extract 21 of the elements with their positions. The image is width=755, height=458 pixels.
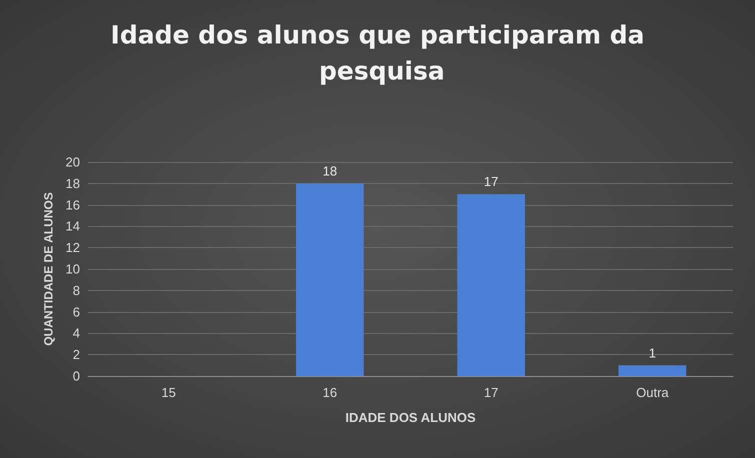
y-tick-label: 2	[72, 347, 80, 362]
data-label: 17	[484, 174, 498, 190]
y-axis-title: QUANTIDADE DE ALUNOS	[42, 192, 56, 346]
data-label: 1	[648, 345, 656, 360]
y-tick-label: 8	[72, 282, 80, 298]
y-tick-label: 18	[66, 176, 80, 191]
x-tick-label: Outra	[636, 385, 670, 400]
y-tick-label: 20	[66, 154, 80, 170]
x-tick-label: 17	[484, 385, 498, 400]
y-tick-label: 6	[72, 304, 80, 320]
y-tick-label: 10	[66, 262, 80, 276]
data-label: 18	[322, 163, 338, 178]
y-tick-label: 14	[66, 218, 80, 234]
x-axis-title: IDADE DOS ALUNOS	[345, 410, 476, 425]
y-tick-label: 12	[66, 240, 80, 256]
y-tick-label: 16	[66, 197, 80, 212]
y-tick-label: 0	[72, 368, 80, 384]
y-tick-label: 4	[72, 326, 80, 341]
chart-title: Idade dos alunos que participaram da pesquisa	[110, 20, 644, 86]
x-tick-label: 15	[161, 385, 176, 400]
x-tick-label: 16	[322, 385, 338, 400]
